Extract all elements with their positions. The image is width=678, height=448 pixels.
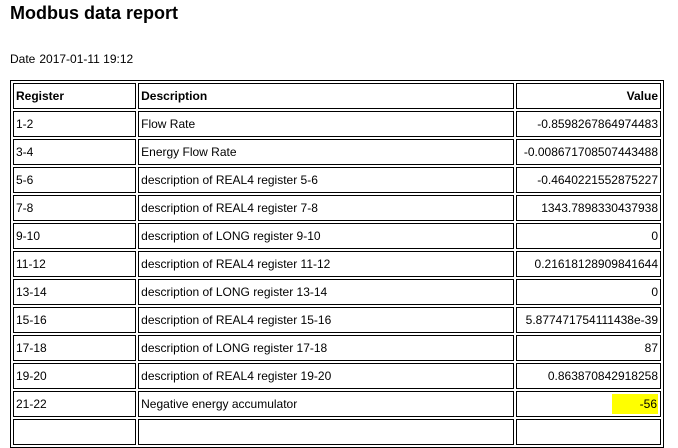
report-date: Date 2017-01-11 19:12	[10, 51, 133, 67]
value-cell: 0.863870842918258	[515, 363, 661, 389]
value-cell: -0.8598267864974483	[515, 111, 661, 137]
register-cell: 7-8	[13, 195, 137, 221]
description-cell: description of REAL4 register 5-6	[138, 167, 514, 193]
table-row: 11-12 description of REAL4 register 11-12…	[13, 251, 661, 277]
table-row: 15-16 description of REAL4 register 15-16…	[13, 307, 661, 333]
header-value: Value	[515, 83, 661, 109]
register-cell: 1-2	[13, 111, 137, 137]
description-cell: description of LONG register 17-18	[138, 335, 514, 361]
page-title: Modbus data report	[10, 3, 179, 23]
header-description: Description	[138, 83, 514, 109]
description-cell: description of REAL4 register 11-12	[138, 251, 514, 277]
register-cell: 21-22	[13, 391, 137, 417]
value-cell: -56	[515, 391, 661, 417]
register-cell: 19-20	[13, 363, 137, 389]
value-cell: 5.877471754111438e-39	[515, 307, 661, 333]
table-row: 7-8 description of REAL4 register 7-8 1343…	[13, 195, 661, 221]
value-cell: 0	[515, 223, 661, 249]
table-row: 3-4 Energy Flow Rate -0.008671708507443488	[13, 139, 661, 165]
value-cell: 87	[515, 335, 661, 361]
description-cell	[138, 419, 514, 445]
table-row: 21-22 Negative energy accumulator -56	[13, 391, 661, 417]
table-row	[13, 419, 661, 445]
description-cell: description of REAL4 register 15-16	[138, 307, 514, 333]
table-row: 17-18 description of LONG register 17-18 8…	[13, 335, 661, 361]
date-label: Date	[10, 52, 36, 66]
register-cell	[13, 419, 137, 445]
table-header-row: Register Description Value	[13, 83, 661, 109]
value-cell: 0	[515, 279, 661, 305]
header-register: Register	[13, 83, 137, 109]
table-row: 19-20 description of REAL4 register 19-20…	[13, 363, 661, 389]
value-cell: 0.21618128909841644	[515, 251, 661, 277]
description-cell: description of LONG register 13-14	[138, 279, 514, 305]
description-cell: description of REAL4 register 7-8	[138, 195, 514, 221]
description-cell: Flow Rate	[138, 111, 514, 137]
register-cell: 3-4	[13, 139, 137, 165]
table-row: 1-2 Flow Rate -0.8598267864974483	[13, 111, 661, 137]
date-value: 2017-01-11 19:12	[39, 52, 134, 66]
value-cell: -0.4640221552875227	[515, 167, 661, 193]
description-cell: description of REAL4 register 19-20	[138, 363, 514, 389]
table-row: 5-6 description of REAL4 register 5-6 -0.4…	[13, 167, 661, 193]
register-cell: 5-6	[13, 167, 137, 193]
register-cell: 15-16	[13, 307, 137, 333]
value-cell: 1343.7898330437938	[515, 195, 661, 221]
register-cell: 13-14	[13, 279, 137, 305]
modbus-data-table: Register Description Value 1-2 Flow Rate -…	[10, 80, 664, 448]
description-cell: Energy Flow Rate	[138, 139, 514, 165]
table-row: 9-10 description of LONG register 9-10 0	[13, 223, 661, 249]
value-cell: -0.008671708507443488	[515, 139, 661, 165]
table-body: 1-2 Flow Rate -0.8598267864974483 3-4 Energy…	[13, 111, 661, 445]
register-cell: 9-10	[13, 223, 137, 249]
value-cell	[515, 419, 661, 445]
register-cell: 11-12	[13, 251, 137, 277]
table-row: 13-14 description of LONG register 13-14 0	[13, 279, 661, 305]
highlighted-value: -56	[611, 394, 658, 414]
description-cell: Negative energy accumulator	[138, 391, 514, 417]
description-cell: description of LONG register 9-10	[138, 223, 514, 249]
register-cell: 17-18	[13, 335, 137, 361]
